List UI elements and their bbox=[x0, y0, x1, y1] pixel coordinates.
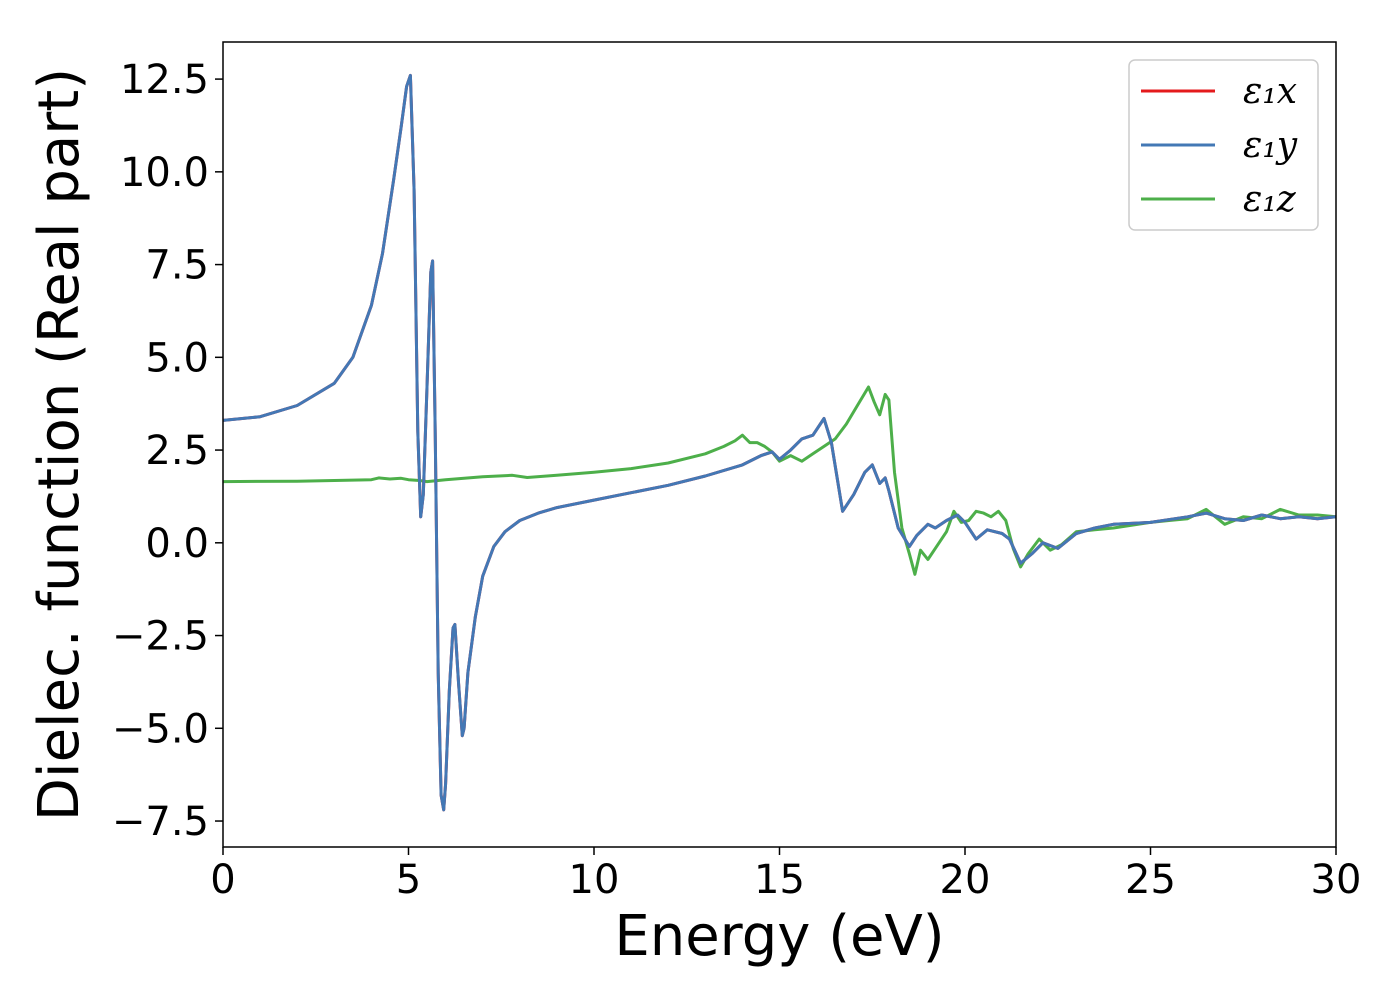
legend: ε₁x ε₁y ε₁z bbox=[1128, 59, 1319, 231]
x-axis-label: Energy (eV) bbox=[614, 904, 944, 969]
legend-label-1: ε₁x bbox=[1243, 71, 1297, 112]
y-tick-label: −7.5 bbox=[112, 799, 209, 845]
x-tick-label: 0 bbox=[210, 857, 235, 903]
x-tick-label: 25 bbox=[1125, 857, 1176, 903]
y-axis: −7.5 −5.0 −2.5 0.0 2.5 5.0 7.5 10.0 12.5 bbox=[112, 57, 223, 845]
series-line-2 bbox=[223, 73, 1336, 812]
x-tick-label: 15 bbox=[754, 857, 805, 903]
x-tick-label: 30 bbox=[1311, 857, 1362, 903]
y-tick-label: −5.0 bbox=[112, 706, 209, 752]
series-lines bbox=[223, 73, 1336, 812]
y-tick-label: 12.5 bbox=[120, 57, 209, 103]
legend-label-2: ε₁y bbox=[1243, 125, 1298, 166]
legend-label-3: ε₁z bbox=[1243, 179, 1297, 220]
x-tick-label: 5 bbox=[396, 857, 421, 903]
y-tick-label: −2.5 bbox=[112, 614, 209, 660]
y-tick-label: 2.5 bbox=[145, 428, 209, 474]
y-tick-label: 5.0 bbox=[145, 335, 209, 381]
x-axis: 0 5 10 15 20 25 30 bbox=[210, 847, 1361, 903]
x-tick-label: 10 bbox=[569, 857, 620, 903]
y-axis-label: Dielec. function (Real part) bbox=[27, 68, 92, 821]
y-tick-label: 0.0 bbox=[145, 521, 209, 567]
y-tick-label: 10.0 bbox=[120, 150, 209, 196]
y-tick-label: 7.5 bbox=[145, 243, 209, 289]
x-tick-label: 20 bbox=[940, 857, 991, 903]
legend-frame bbox=[1128, 59, 1319, 231]
